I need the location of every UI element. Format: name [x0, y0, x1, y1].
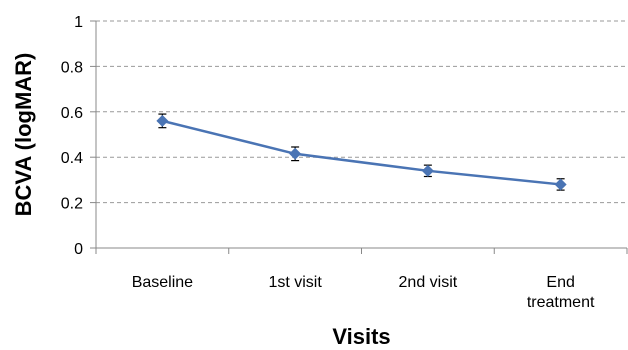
- y-tick-label: 0.4: [61, 150, 83, 167]
- x-tick-label: End treatment: [527, 274, 595, 311]
- series-line: [162, 119, 561, 186]
- y-tick-label: 0.8: [61, 59, 83, 76]
- x-tick-label-line: Baseline: [132, 274, 193, 291]
- axes: [95, 21, 627, 249]
- gridlines: [90, 20, 627, 249]
- data-point: [289, 147, 302, 160]
- y-axis-title: BCVA (logMAR): [11, 53, 36, 217]
- x-tick-label: Baseline: [132, 274, 193, 291]
- data-point: [554, 178, 567, 191]
- x-tick-label: 2nd visit: [399, 274, 458, 291]
- x-tick-label: 1st visit: [268, 274, 322, 291]
- y-tick-label: 0.2: [61, 196, 83, 213]
- x-tick-label-line: End: [546, 274, 574, 291]
- y-tick-label: 0.6: [61, 105, 83, 122]
- y-tick-labels: 0 0.2 0.4 0.6 0.8 1: [61, 14, 83, 258]
- x-axis-title: Visits: [332, 324, 390, 349]
- x-tick-label-line: 2nd visit: [399, 274, 458, 291]
- x-tick-labels: Baseline 1st visit 2nd visit End treatment: [95, 248, 628, 311]
- y-tick-label: 0: [74, 241, 83, 258]
- x-tick-label-line: treatment: [527, 294, 595, 311]
- data-point: [421, 164, 434, 177]
- x-tick-label-line: 1st visit: [268, 274, 322, 291]
- data-point: [156, 114, 169, 127]
- series: [156, 113, 567, 191]
- y-tick-label: 1: [74, 14, 83, 31]
